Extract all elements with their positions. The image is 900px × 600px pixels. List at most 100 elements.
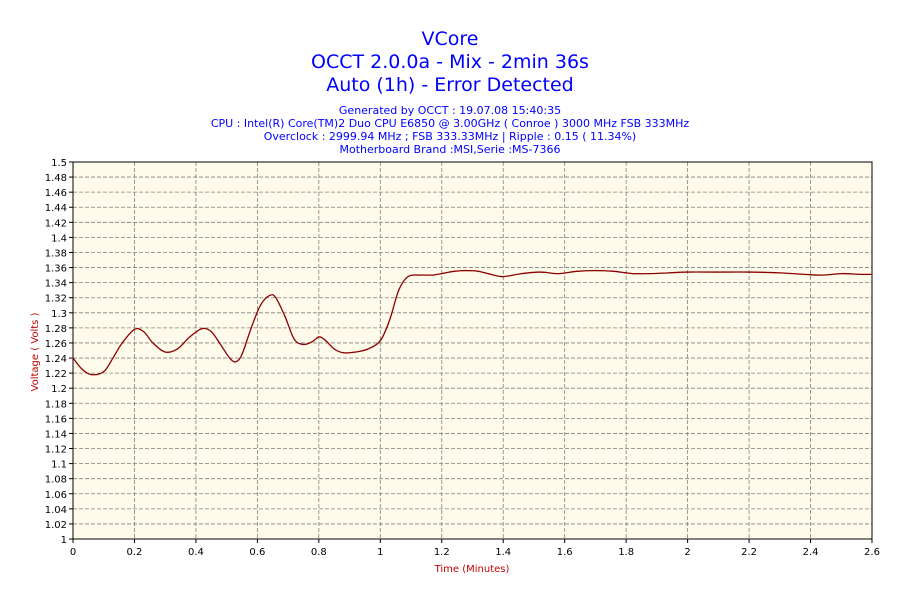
vcore-data-point xyxy=(441,272,443,275)
vcore-data-point xyxy=(355,351,357,353)
vcore-data-point xyxy=(779,272,781,274)
vcore-data-point xyxy=(229,357,231,359)
y-tick-label: 1.26 xyxy=(45,339,67,350)
x-tick-label: 2.4 xyxy=(803,547,819,558)
vcore-data-point xyxy=(465,269,467,272)
y-tick-label: 1.12 xyxy=(45,445,67,456)
vcore-series-line xyxy=(72,269,873,376)
vcore-data-point xyxy=(90,374,93,376)
vcore-data-point xyxy=(210,331,212,333)
vcore-data-point xyxy=(502,276,504,278)
chart-header: VCore OCCT 2.0.0a - Mix - 2min 36s Auto … xyxy=(211,28,690,156)
y-tick-label: 1.28 xyxy=(45,324,67,335)
vcore-data-point xyxy=(112,357,114,359)
vcore-data-point xyxy=(613,270,615,272)
vcore-data-point xyxy=(717,271,719,273)
vcore-data-point xyxy=(342,352,345,354)
y-tick-label: 1.5 xyxy=(51,158,67,169)
y-tick-label: 1.24 xyxy=(45,354,67,365)
y-tick-label: 1.34 xyxy=(45,279,67,290)
x-tick-label: 1.8 xyxy=(618,547,634,558)
y-tick-label: 1 xyxy=(61,535,67,546)
x-tick-label: 0.6 xyxy=(249,547,265,558)
y-tick-label: 1.4 xyxy=(51,233,67,244)
y-tick-label: 1.38 xyxy=(45,248,67,259)
vcore-data-point xyxy=(822,274,824,276)
vcore-data-point xyxy=(293,338,295,340)
vcore-data-point xyxy=(367,348,369,350)
x-tick-label: 2 xyxy=(684,547,690,558)
vcore-data-point xyxy=(631,272,633,275)
vcore-data-point xyxy=(284,315,286,318)
plot-area xyxy=(73,162,872,539)
x-tick-label: 1 xyxy=(377,547,383,558)
x-tick-label: 2.2 xyxy=(741,547,757,558)
y-tick-label: 1.42 xyxy=(45,218,67,229)
vcore-data-point xyxy=(379,340,381,342)
y-tick-label: 1.14 xyxy=(45,429,67,440)
plot-frame xyxy=(72,161,873,540)
y-tick-label: 1.18 xyxy=(45,399,67,410)
vcore-data-point xyxy=(189,336,191,338)
x-tick-label: 1.6 xyxy=(557,547,573,558)
vcore-data-point xyxy=(152,342,154,344)
vcore-data-point xyxy=(103,371,105,373)
vcore-data-point xyxy=(269,294,271,297)
vcore-data-point xyxy=(201,328,203,330)
vcore-data-point xyxy=(388,319,391,321)
chart-subtitle-1: OCCT 2.0.0a - Mix - 2min 36s xyxy=(311,51,589,73)
vcore-data-point xyxy=(407,276,409,278)
x-tick-label: 1.4 xyxy=(495,547,511,558)
x-tick-label: 0 xyxy=(70,547,76,558)
vcore-data-point xyxy=(453,270,455,272)
y-tick-label: 1.3 xyxy=(51,309,67,320)
y-tick-label: 1.02 xyxy=(45,520,67,531)
y-tick-label: 1.16 xyxy=(45,414,67,425)
chart-subtitle-2: Auto (1h) - Error Detected xyxy=(326,74,574,96)
y-axis-label: Voltage ( Volts ) xyxy=(30,312,41,391)
vcore-data-point xyxy=(840,272,842,275)
vcore-data-point xyxy=(250,327,252,329)
series-layer xyxy=(72,269,873,376)
vcore-data-point xyxy=(259,304,262,306)
vcore-data-point xyxy=(164,351,166,353)
vcore-data-point xyxy=(687,271,689,273)
vcore-data-point xyxy=(333,348,335,350)
vcore-data-point xyxy=(176,348,179,350)
vcore-data-point xyxy=(871,273,873,275)
vcore-data-point xyxy=(594,269,597,272)
vcore-data-point xyxy=(557,272,560,275)
vcore-data-point xyxy=(650,272,652,275)
vcore-data-point xyxy=(318,336,320,338)
y-tick-label: 1.32 xyxy=(45,294,67,305)
y-tick-label: 1.46 xyxy=(45,188,67,199)
x-tick-label: 2.6 xyxy=(864,547,880,558)
vcore-data-point xyxy=(275,297,277,299)
y-tick-label: 1.1 xyxy=(51,460,67,471)
vcore-data-point xyxy=(748,271,750,273)
y-tick-label: 1.04 xyxy=(45,505,67,516)
grid-lines xyxy=(73,162,872,539)
x-tick-label: 0.8 xyxy=(311,547,327,558)
vcore-data-point xyxy=(576,270,578,272)
y-tick-label: 1.06 xyxy=(45,490,67,501)
vcore-data-point xyxy=(431,274,434,276)
y-tick-label: 1.2 xyxy=(51,384,67,395)
x-tick-label: 1.2 xyxy=(434,547,450,558)
vcore-data-point xyxy=(121,342,123,344)
vcore-data-point xyxy=(235,361,237,363)
y-tick-label: 1.22 xyxy=(45,369,67,380)
vcore-data-point xyxy=(312,340,314,343)
vcore-data-point xyxy=(668,272,670,274)
y-tick-label: 1.36 xyxy=(45,264,67,275)
vcore-data-point xyxy=(478,270,480,272)
vcore-data-point xyxy=(81,368,83,370)
y-tick-label: 1.08 xyxy=(45,475,67,486)
info-cpu: CPU : Intel(R) Core(TM)2 Duo CPU E6850 @… xyxy=(211,117,690,130)
axes xyxy=(69,161,873,543)
y-tick-labels: 1 1.02 1.04 1.06 1.08 1.1 1.12 1.14 1.16 1.18 1.2 1… xyxy=(45,158,67,546)
vcore-data-point xyxy=(219,343,222,346)
vcore-data-point xyxy=(490,273,492,275)
